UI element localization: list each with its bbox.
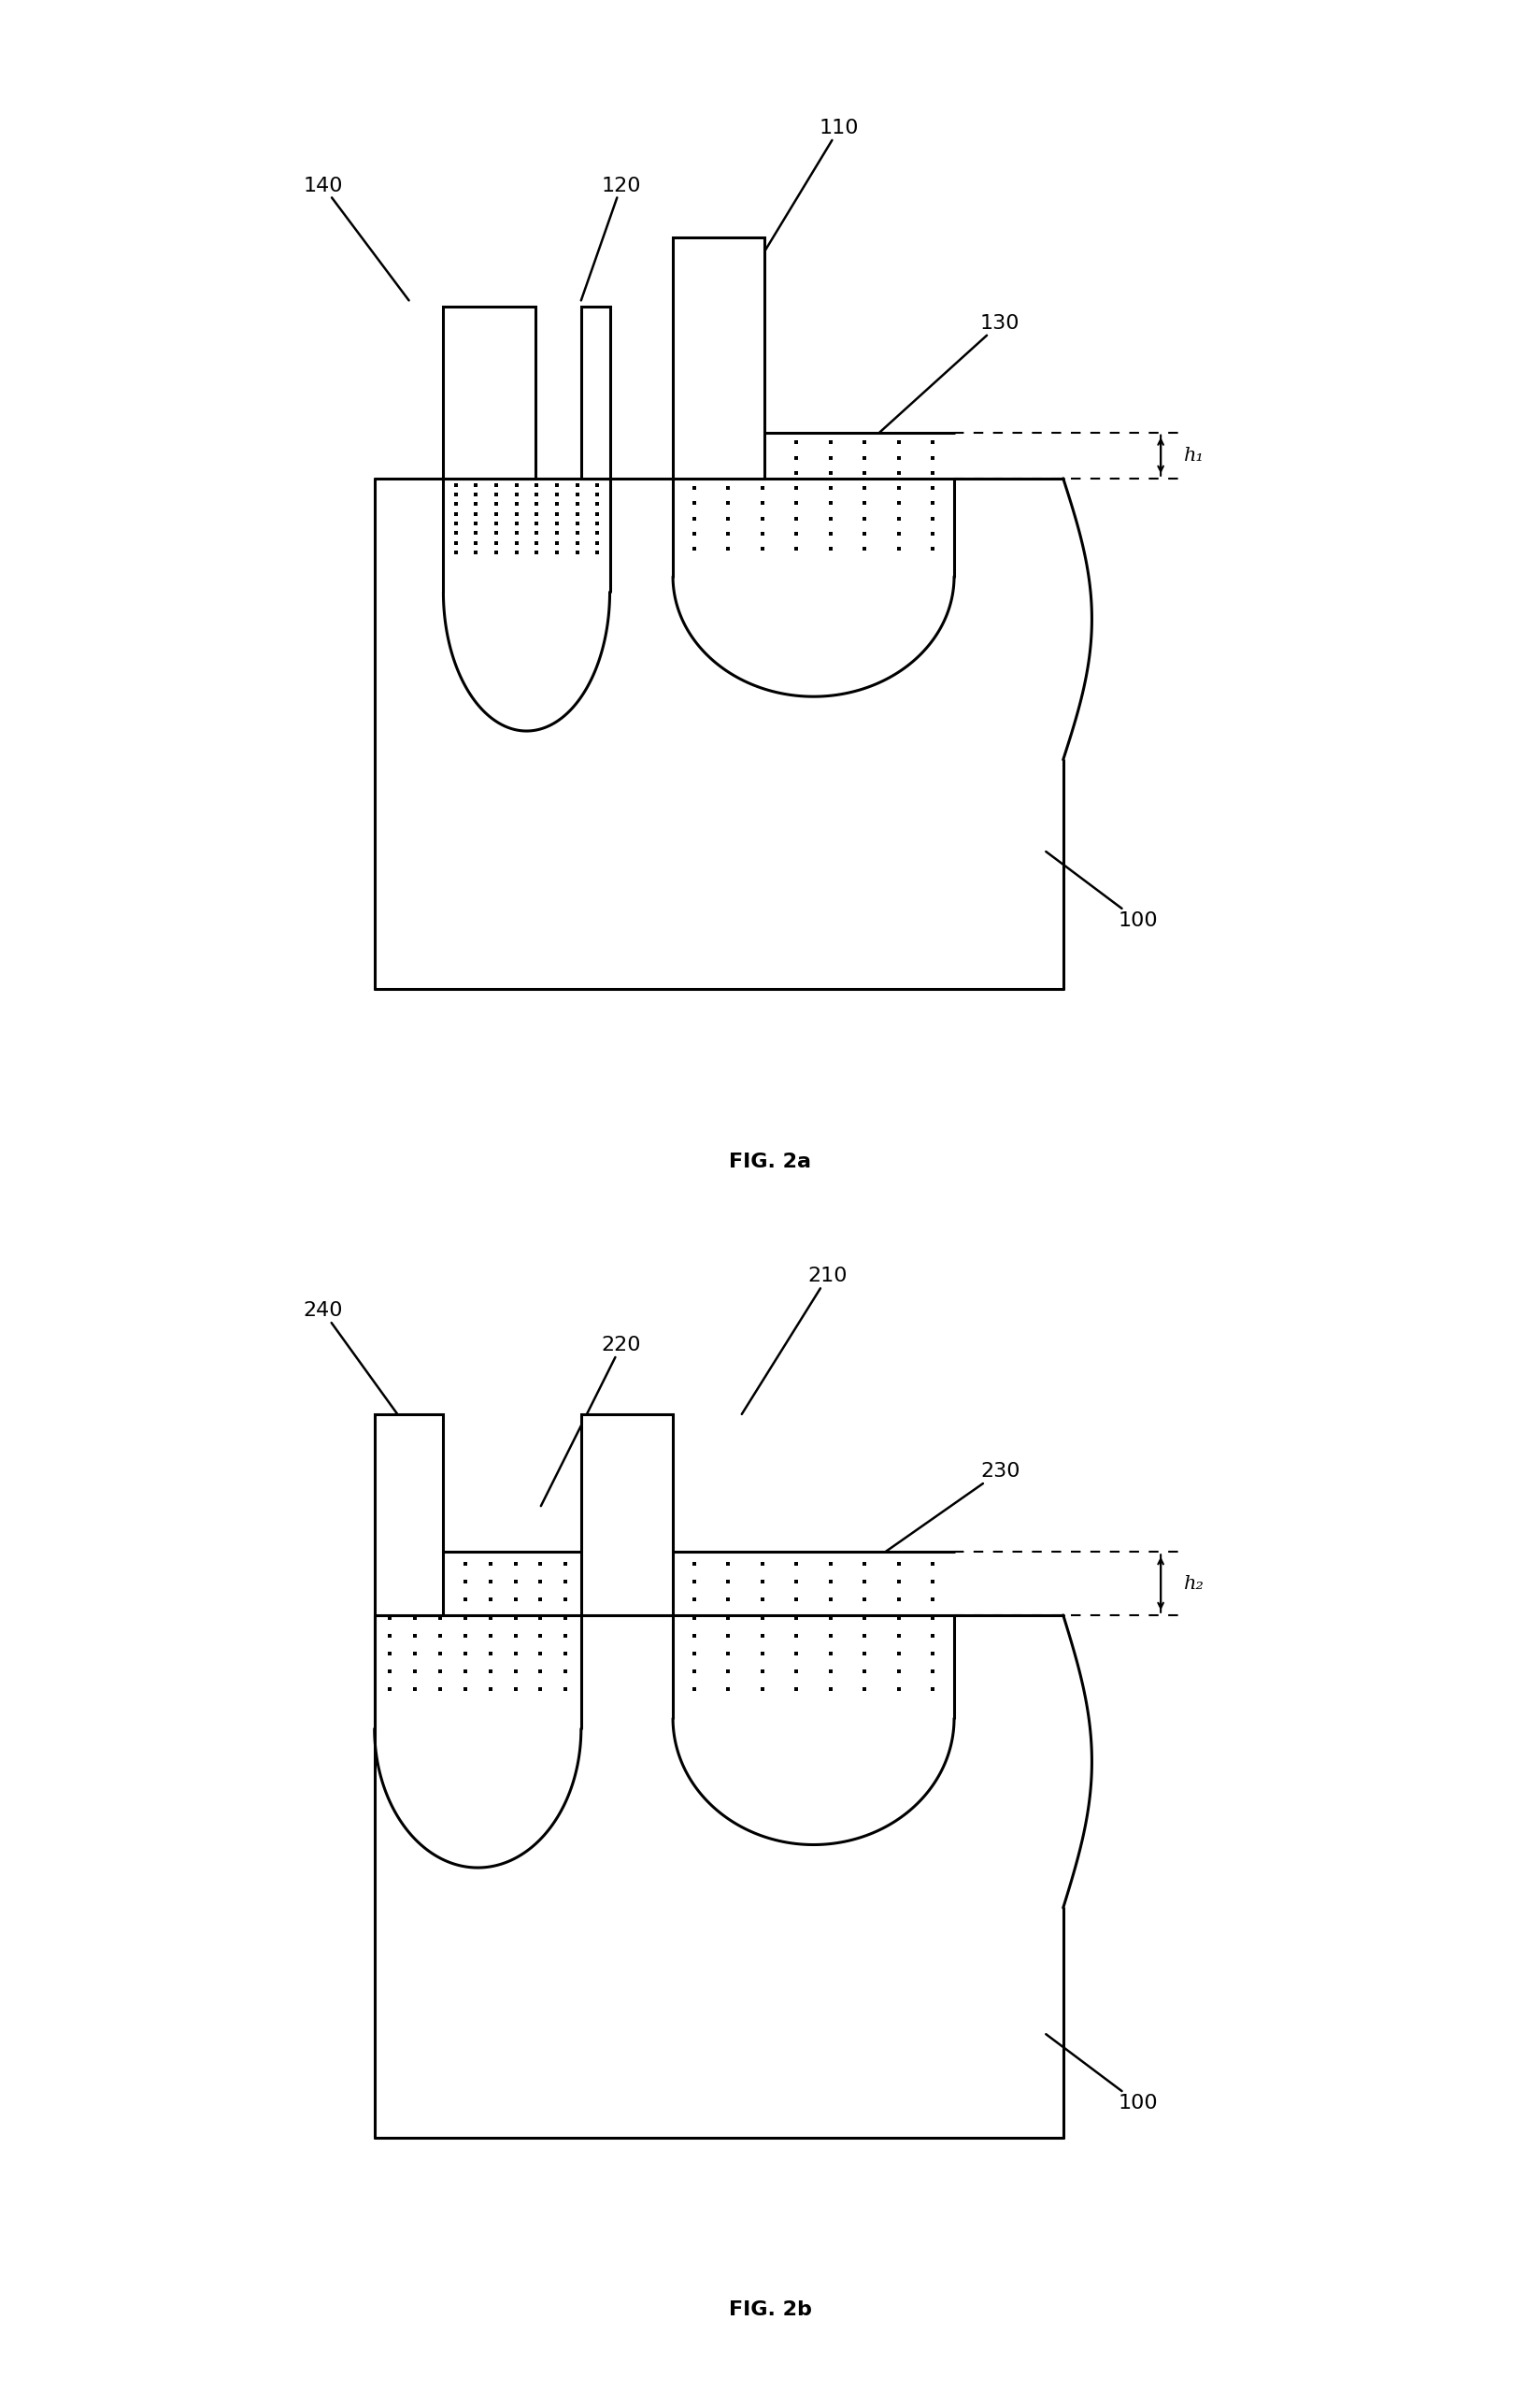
Text: 130: 130 — [879, 313, 1019, 433]
Text: 240: 240 — [303, 1301, 397, 1414]
Bar — [673, 237, 764, 478]
Text: 110: 110 — [741, 120, 859, 289]
Text: FIG. 2b: FIG. 2b — [728, 2301, 812, 2320]
Bar — [374, 1414, 444, 1615]
Text: h₁: h₁ — [1183, 447, 1203, 464]
Text: 100: 100 — [1046, 852, 1157, 930]
Text: 210: 210 — [741, 1268, 847, 1414]
Text: 230: 230 — [884, 1462, 1019, 1552]
Bar — [581, 1414, 673, 1615]
Text: 120: 120 — [581, 177, 641, 301]
Text: 140: 140 — [303, 177, 408, 301]
Text: h₂: h₂ — [1183, 1574, 1203, 1593]
Text: 100: 100 — [1046, 2033, 1157, 2112]
Bar — [581, 306, 610, 478]
Bar — [444, 306, 534, 478]
Text: 220: 220 — [541, 1335, 641, 1507]
Text: FIG. 2a: FIG. 2a — [728, 1153, 812, 1172]
